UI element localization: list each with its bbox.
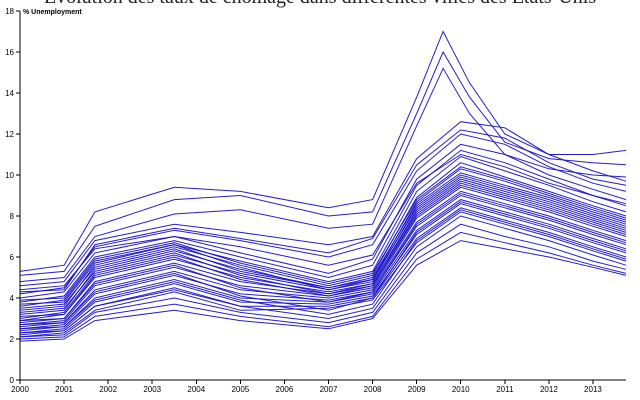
y-tick: 12 (5, 130, 20, 139)
series-line-15 (19, 190, 627, 328)
x-tick: 2009 (408, 380, 426, 394)
series-line-23 (19, 172, 627, 309)
chart-title: Évolution des taux de chômage dans diffé… (0, 0, 640, 9)
x-tick-label: 2013 (584, 385, 602, 394)
series-line-2 (19, 50, 627, 276)
x-tick: 2010 (452, 380, 470, 394)
y-tick-label: 0 (10, 376, 15, 385)
x-tick: 2008 (364, 380, 382, 394)
y-tick-label: 4 (10, 294, 15, 303)
series-line-20 (19, 211, 627, 338)
series-line-11 (19, 174, 627, 319)
y-tick-label: 2 (10, 335, 15, 344)
y-axis-label: % Unemployment (23, 9, 82, 16)
series-line-14 (19, 186, 627, 326)
x-tick-label: 2000 (11, 385, 29, 394)
y-tick: 16 (5, 48, 20, 57)
x-tick-label: 2004 (187, 385, 205, 394)
x-tick-label: 2007 (320, 385, 338, 394)
x-tick: 2012 (540, 380, 558, 394)
x-tick: 2001 (55, 380, 74, 394)
x-tick-label: 2010 (452, 385, 470, 394)
x-tick: 2003 (143, 380, 162, 394)
series-line-7 (19, 149, 627, 303)
series-line-21 (19, 153, 627, 291)
x-tick: 2013 (584, 380, 602, 394)
series-line-25 (19, 192, 627, 322)
y-tick-label: 8 (10, 212, 15, 221)
y-tick-label: 18 (5, 7, 14, 16)
series-line-30 (19, 231, 627, 340)
y-axis: 0 2 4 6 8 10 12 14 16 18 (5, 7, 21, 385)
series-line-29 (19, 223, 627, 338)
series-line-9 (19, 162, 627, 311)
y-tick: 0 (10, 376, 20, 385)
x-tick-label: 2012 (540, 385, 558, 394)
series-line-18 (19, 203, 627, 334)
series-line-34 (19, 176, 627, 305)
series-line-6 (19, 143, 627, 299)
series-line-27 (19, 209, 627, 330)
x-tick: 2011 (496, 380, 514, 394)
x-tick: 2004 (187, 380, 206, 394)
series-line-4 (19, 121, 627, 287)
x-tick-label: 2011 (496, 385, 514, 394)
x-tick: 2006 (276, 380, 294, 394)
x-tick-label: 2002 (99, 385, 117, 394)
x-tick-label: 2005 (231, 385, 249, 394)
x-tick: 2005 (231, 380, 250, 394)
y-tick: 8 (10, 212, 20, 221)
x-axis: 2000 2001 2002 2003 2004 2005 2006 2007 2008 2009… (11, 379, 626, 394)
series-line-5 (19, 133, 627, 295)
x-tick-label: 2001 (55, 385, 73, 394)
series-line-22 (19, 166, 627, 301)
series-line-31 (19, 240, 627, 342)
series-line-3 (19, 67, 627, 283)
series-line-17 (19, 199, 627, 332)
x-tick-label: 2003 (143, 385, 161, 394)
x-tick: 2000 (11, 380, 29, 394)
y-tick: 10 (5, 171, 20, 180)
x-tick-label: 2006 (276, 385, 294, 394)
series-line-26 (19, 201, 627, 326)
series-line-28 (19, 215, 627, 334)
series-line-33 (19, 129, 627, 293)
y-tick: 18 (5, 7, 20, 16)
series-line-24 (19, 184, 627, 317)
y-tick: 2 (10, 335, 20, 344)
x-tick-label: 2008 (364, 385, 382, 394)
y-tick: 6 (10, 253, 20, 262)
series-lines (19, 30, 627, 342)
series-line-8 (19, 155, 627, 307)
x-tick: 2007 (320, 380, 338, 394)
y-tick-label: 12 (5, 130, 14, 139)
x-tick: 2002 (99, 380, 118, 394)
y-tick-label: 10 (5, 171, 14, 180)
series-line-32 (19, 180, 627, 313)
x-tick-label: 2009 (408, 385, 426, 394)
y-tick-label: 14 (5, 89, 14, 98)
y-tick-label: 6 (10, 253, 15, 262)
series-line-1 (19, 30, 627, 272)
y-tick-label: 16 (5, 48, 14, 57)
y-tick: 4 (10, 294, 20, 303)
y-tick: 14 (5, 89, 20, 98)
